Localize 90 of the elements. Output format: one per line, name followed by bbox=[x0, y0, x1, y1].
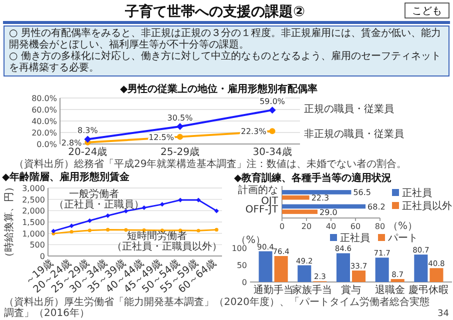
point bbox=[269, 128, 276, 134]
point bbox=[268, 106, 276, 114]
y-tick-label: 50 bbox=[236, 261, 247, 270]
bar bbox=[336, 253, 350, 282]
x-tick-label: 0 bbox=[279, 222, 285, 231]
x-tick-label: 30-34歳 bbox=[252, 146, 292, 158]
y-tick-label: 1,500 bbox=[22, 218, 45, 227]
point bbox=[196, 228, 200, 232]
point bbox=[124, 208, 128, 214]
x-tick-label: 80 bbox=[374, 222, 386, 231]
y-tick-label: 1,000 bbox=[22, 229, 45, 238]
data-label: 29.0 bbox=[320, 208, 338, 217]
point bbox=[70, 230, 74, 234]
text: ○ 男性の有配偶率をみると、非正規は正規の３分の１程度。非正規雇用には、賃金が低い、能力開発機会がとぼしい、福利厚生等が不十分等の課題。 bbox=[9, 27, 441, 50]
x-tick-label: 慶弔休暇 bbox=[408, 284, 449, 296]
bar bbox=[282, 210, 318, 214]
point bbox=[124, 228, 128, 232]
point bbox=[87, 218, 92, 223]
bar bbox=[414, 254, 428, 282]
data-label: 59.0% bbox=[260, 97, 286, 106]
data-label: 8.3% bbox=[78, 126, 98, 136]
y-tick-label: 500 bbox=[30, 240, 45, 250]
data-label: 22.3 bbox=[311, 194, 330, 203]
point bbox=[176, 122, 184, 130]
legend-label: 正社員 bbox=[340, 232, 370, 244]
y-axis-title: （時給換算、円） bbox=[3, 182, 15, 262]
point bbox=[214, 208, 219, 214]
x-tick-label: 25-29歳 bbox=[160, 146, 200, 158]
point bbox=[84, 136, 92, 143]
x-tick-label: 通勤手当 bbox=[253, 284, 294, 296]
x-tick-label: 賞与 bbox=[341, 284, 361, 296]
bar bbox=[282, 195, 310, 200]
y-tick-label: 0 bbox=[242, 278, 247, 287]
bar bbox=[375, 258, 389, 282]
x-tick-label: 20 bbox=[301, 222, 312, 231]
point bbox=[51, 228, 56, 234]
text: 子育て世帯への支援の課題② bbox=[124, 3, 306, 20]
x-tick-label: 60 bbox=[350, 222, 361, 231]
legend-label: 正社員 bbox=[402, 187, 432, 199]
point bbox=[69, 224, 74, 228]
text: ○ 働き方の多様化に対応し、働き方に対して中立的なものとなるよう、雇用のセーフティネットを再構築する必要。 bbox=[9, 50, 441, 74]
bar bbox=[258, 251, 272, 282]
x-tick-label: 家族手当 bbox=[292, 284, 332, 296]
text: 非正規の職員・従業員 bbox=[304, 128, 404, 140]
bar bbox=[352, 270, 366, 282]
bar bbox=[282, 204, 366, 209]
legend-label: 正社員以外 bbox=[402, 200, 452, 212]
text: 正規の職員・従業員 bbox=[304, 103, 394, 116]
x-tick-label: 40 bbox=[326, 222, 336, 231]
bar bbox=[282, 190, 352, 194]
text: 34 bbox=[438, 309, 450, 319]
chart-title: ◆男性の従業上の地位・雇用形態別有配偶率 bbox=[120, 83, 318, 95]
legend-label: パート bbox=[387, 233, 418, 244]
data-label: 2.8% bbox=[61, 138, 82, 148]
y-tick-label: OFF-JT bbox=[245, 204, 279, 216]
series-label: 短時間労働者（正社員・正職員以外） bbox=[112, 230, 222, 252]
point bbox=[106, 213, 110, 218]
bar bbox=[274, 256, 288, 282]
y-tick-label: 2,500 bbox=[22, 195, 45, 204]
point bbox=[106, 228, 110, 232]
text: （資料出所）総務省「平成29年就業構造基本調査」注：数値は、未婚でない者の割合。 bbox=[14, 158, 407, 170]
x-tick-label: 退職金 bbox=[374, 284, 405, 296]
series-label: 一般労働者（正社員・正職員） bbox=[54, 188, 144, 210]
text: （資料出所）厚生労働省「能力開発基本調査」（2020年度）、「パートタイム労働者総合実態調査」（2016年） bbox=[4, 296, 430, 319]
text: こども bbox=[412, 6, 442, 17]
chart-title: ◆教育訓練、各種手当等の適用状況 bbox=[234, 172, 392, 184]
chart-title: ◆年齢階層、雇用形態別賃金 bbox=[2, 171, 131, 183]
point bbox=[142, 205, 146, 210]
x-axis-title: （%） bbox=[388, 221, 418, 232]
x-tick-label: 20-24歳 bbox=[68, 146, 108, 158]
data-label: 68.2 bbox=[368, 202, 386, 212]
point bbox=[214, 228, 218, 232]
data-label: 30.5% bbox=[167, 113, 194, 122]
bar bbox=[430, 268, 444, 282]
y-tick-label: 60.0% bbox=[32, 106, 58, 114]
y-tick-label: 100 bbox=[232, 244, 247, 253]
y-tick-label: 0.0% bbox=[36, 140, 58, 149]
y-tick-label: 3,000 bbox=[22, 184, 45, 193]
data-label: 22.3% bbox=[240, 127, 267, 136]
data-label: 56.5 bbox=[353, 188, 372, 198]
point bbox=[177, 134, 183, 140]
y-tick-label: 40.0% bbox=[32, 117, 58, 126]
y-tick-label: 20.0% bbox=[32, 128, 58, 138]
y-tick-label: 2,000 bbox=[22, 206, 45, 216]
bar bbox=[390, 279, 404, 282]
point bbox=[160, 202, 164, 207]
point bbox=[88, 228, 92, 232]
point bbox=[196, 198, 201, 202]
bar bbox=[298, 265, 312, 282]
y-tick-label: 80.0% bbox=[32, 94, 58, 103]
